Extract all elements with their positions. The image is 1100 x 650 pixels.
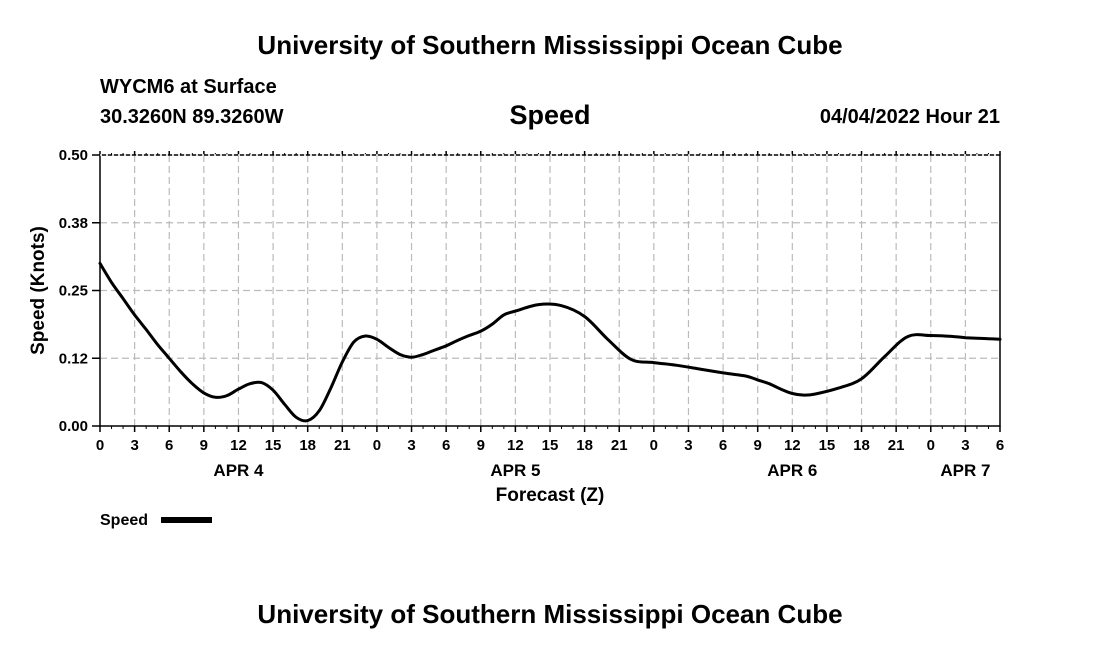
x-tick-label: 21: [334, 437, 351, 454]
day-label: APR 7: [940, 461, 990, 480]
x-tick-label: 0: [373, 437, 381, 454]
x-tick-label: 6: [442, 437, 450, 454]
x-tick-label: 9: [477, 437, 485, 454]
x-tick-label: 3: [130, 437, 138, 454]
footer-title: University of Southern Mississippi Ocean…: [257, 599, 843, 629]
legend-label-speed: Speed: [100, 512, 148, 529]
x-tick-label: 18: [853, 437, 870, 454]
day-labels: APR 4 APR 5 APR 6 APR 7: [213, 461, 990, 480]
x-tick-label: 0: [650, 437, 658, 454]
day-label: APR 6: [767, 461, 817, 480]
x-tick-label: 15: [819, 437, 836, 454]
x-tick-label: 6: [719, 437, 727, 454]
y-tick-label: 0.50: [59, 147, 88, 164]
day-label: APR 5: [490, 461, 540, 480]
legend-swatch-speed: [161, 517, 212, 523]
x-tick-label: 3: [684, 437, 692, 454]
x-tick-label: 15: [542, 437, 559, 454]
x-tick-label: 9: [200, 437, 208, 454]
x-tick-label: 0: [96, 437, 104, 454]
legend: Speed: [100, 512, 212, 529]
y-tick-label: 0.25: [59, 283, 88, 300]
x-tick-label: 15: [265, 437, 282, 454]
x-tick-label: 6: [996, 437, 1004, 454]
x-tick-label: 18: [576, 437, 593, 454]
x-tick-label: 12: [230, 437, 247, 454]
day-label: APR 4: [213, 461, 264, 480]
y-tick-label: 0.38: [59, 215, 88, 232]
chart-grid: [100, 155, 1000, 426]
x-tick-label: 12: [784, 437, 801, 454]
x-tick-label: 6: [165, 437, 173, 454]
x-tick-label: 3: [407, 437, 415, 454]
y-tick-label: 0.00: [59, 418, 88, 435]
x-axis-label: Forecast (Z): [496, 485, 605, 506]
x-axis: 0 3 6 9 12 15 18 21 0 3 6 9 12 15 18 21 0 3 6 9 12 15 18 21 0 3 6: [96, 151, 1004, 454]
x-tick-label: 18: [299, 437, 316, 454]
page-title: University of Southern Mississippi Ocean…: [257, 30, 843, 60]
speed-series-line: [98, 261, 1002, 423]
x-tick-label: 12: [507, 437, 524, 454]
x-tick-label: 21: [888, 437, 905, 454]
coordinates-label: 30.3260N 89.3260W: [100, 106, 284, 128]
x-tick-label: 21: [611, 437, 628, 454]
y-axis-label: Speed (Knots): [28, 226, 49, 355]
x-tick-label: 9: [754, 437, 762, 454]
station-label: WYCM6 at Surface: [100, 76, 277, 98]
chart-title: Speed: [509, 100, 591, 130]
forecast-datetime: 04/04/2022 Hour 21: [819, 106, 1000, 128]
x-tick-label: 3: [961, 437, 969, 454]
y-tick-label: 0.12: [59, 350, 88, 367]
x-tick-label: 0: [927, 437, 935, 454]
y-axis: 0.00 0.12 0.25 0.38 0.50: [59, 147, 100, 435]
